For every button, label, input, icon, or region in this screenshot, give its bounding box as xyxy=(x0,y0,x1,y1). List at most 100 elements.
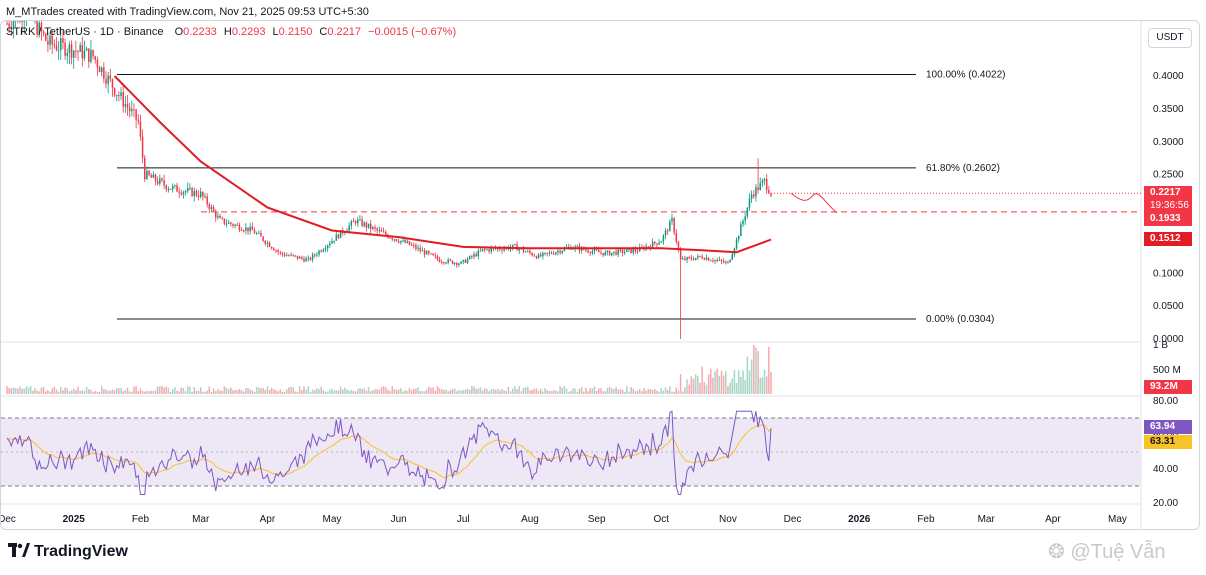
volume-bar xyxy=(458,389,460,394)
currency-button[interactable]: USDT xyxy=(1148,28,1192,48)
volume-bar xyxy=(313,390,316,394)
volume-bar xyxy=(204,391,206,394)
volume-bar xyxy=(148,391,150,394)
volume-bar xyxy=(286,389,288,394)
candle-body xyxy=(79,45,81,52)
volume-bar xyxy=(761,377,764,394)
candle-body xyxy=(270,246,273,249)
high-label: H xyxy=(223,26,232,38)
volume-bar xyxy=(468,390,471,394)
volume-bar xyxy=(578,388,581,394)
candle-body xyxy=(436,256,439,260)
volume-bar xyxy=(636,390,639,394)
volume-bar xyxy=(548,391,551,394)
volume-bar xyxy=(27,387,30,394)
chart-frame[interactable]: 0.40000.35000.30000.25000.20000.15000.10… xyxy=(0,20,1200,530)
volume-bar xyxy=(735,383,738,394)
volume-bar xyxy=(617,389,619,394)
candle-body xyxy=(604,252,607,256)
volume-bar xyxy=(361,388,363,394)
candle-body xyxy=(21,21,23,22)
volume-bar xyxy=(557,391,559,394)
volume-bar xyxy=(98,391,101,394)
candle-body xyxy=(305,258,307,262)
candle-body xyxy=(247,227,249,232)
volume-bar xyxy=(96,391,99,394)
volume-bar xyxy=(32,390,34,394)
time-axis-label: Jun xyxy=(391,514,407,525)
volume-bar xyxy=(322,390,325,394)
candle-body xyxy=(329,243,331,246)
volume-bar xyxy=(251,390,254,394)
candle-body xyxy=(193,190,195,197)
candle-body xyxy=(621,249,624,254)
volume-bar xyxy=(453,388,456,394)
candle-body xyxy=(178,191,180,193)
volume-bar xyxy=(537,390,540,394)
candle-body xyxy=(527,250,529,252)
volume-value-tag: 93.2M xyxy=(1144,380,1192,394)
candle-body xyxy=(712,260,714,262)
candle-body xyxy=(443,262,445,264)
tradingview-logo[interactable]: TradingView xyxy=(8,543,128,561)
volume-bar xyxy=(654,389,656,394)
volume-bar xyxy=(333,390,335,394)
candle-body xyxy=(333,240,335,242)
candle-body xyxy=(187,188,189,192)
volume-bar xyxy=(505,391,508,394)
volume-bar xyxy=(21,388,23,394)
volume-bar xyxy=(563,386,566,394)
candle-body xyxy=(402,239,404,241)
candle-body xyxy=(165,185,168,190)
volume-bar xyxy=(12,387,15,394)
time-axis-label: Sep xyxy=(588,514,606,525)
candle-body xyxy=(354,221,357,224)
volume-bar xyxy=(187,386,189,394)
volume-bar xyxy=(744,379,746,394)
candle-body xyxy=(735,239,738,249)
candle-body xyxy=(389,237,391,239)
rsi-tick-label: 20.00 xyxy=(1153,498,1178,509)
candle-body xyxy=(634,249,637,252)
volume-bar xyxy=(574,388,576,394)
time-axis-label: May xyxy=(323,514,342,525)
volume-bar xyxy=(440,389,443,394)
rsi-tick-label: 40.00 xyxy=(1153,464,1178,475)
volume-bar xyxy=(675,387,678,394)
volume-bar xyxy=(555,390,557,394)
volume-bar xyxy=(210,391,213,394)
candle-body xyxy=(559,250,561,253)
candle-body xyxy=(335,234,338,241)
candle-body xyxy=(38,22,41,35)
volume-bar xyxy=(253,391,256,394)
volume-bar xyxy=(75,390,77,394)
candle-body xyxy=(679,249,682,260)
volume-bar xyxy=(199,387,202,394)
candle-body xyxy=(137,119,140,122)
volume-bar xyxy=(36,390,38,394)
candle-body xyxy=(501,249,503,251)
volume-bar xyxy=(215,391,217,394)
volume-bar xyxy=(79,390,81,394)
candle-body xyxy=(729,259,731,263)
candle-body xyxy=(88,48,90,62)
volume-bar xyxy=(141,390,144,394)
rsi-tick-label: 80.00 xyxy=(1153,396,1178,407)
volume-bar xyxy=(722,375,725,394)
candle-body xyxy=(753,194,755,197)
volume-bar xyxy=(389,391,391,394)
volume-bar xyxy=(630,387,632,394)
volume-bar xyxy=(223,386,226,394)
candle-body xyxy=(757,187,759,191)
volume-bar xyxy=(337,390,340,394)
chart-canvas[interactable]: 0.40000.35000.30000.25000.20000.15000.10… xyxy=(1,21,1200,530)
volume-bar xyxy=(171,389,174,394)
volume-bar xyxy=(533,388,536,394)
candle-body xyxy=(66,53,69,56)
candle-body xyxy=(105,78,107,84)
candle-body xyxy=(705,257,708,260)
volume-bar xyxy=(669,386,671,394)
volume-bar xyxy=(638,389,641,394)
candle-body xyxy=(118,95,120,97)
candle-body xyxy=(47,40,49,45)
